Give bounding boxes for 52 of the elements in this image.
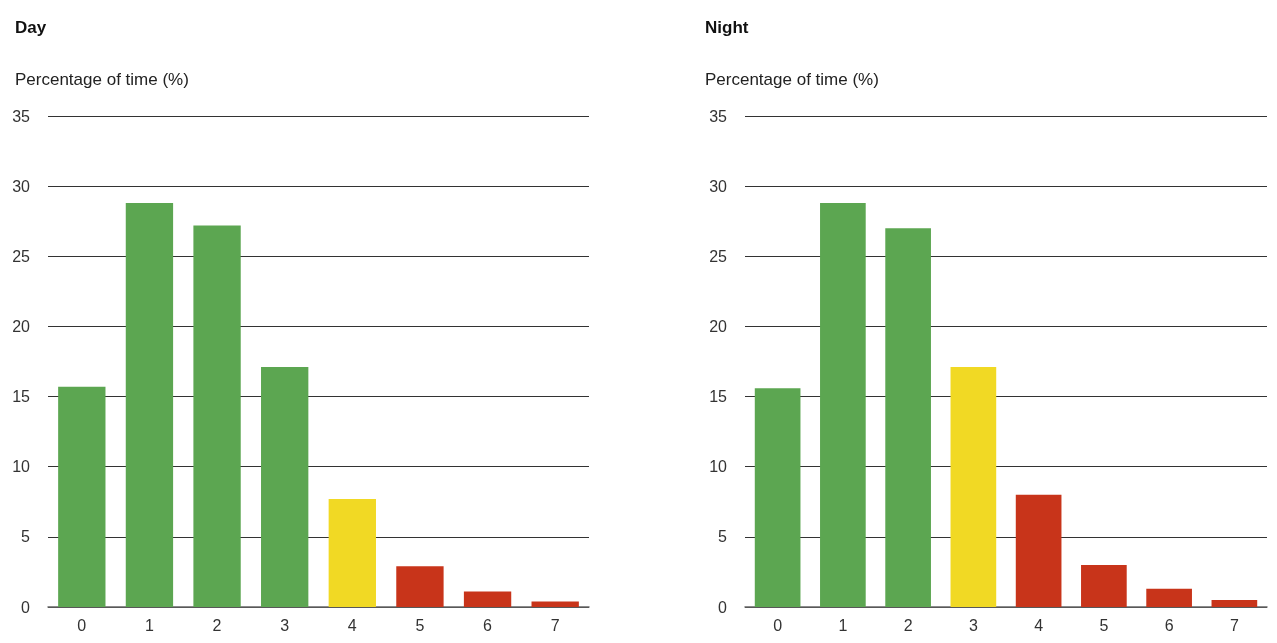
x-tick-label: 4 xyxy=(1034,616,1044,634)
x-tick-label: 3 xyxy=(968,616,978,634)
y-tick-label: 25 xyxy=(12,247,31,265)
y-tick-label: 35 xyxy=(709,107,728,125)
bar xyxy=(58,386,106,607)
bar xyxy=(463,591,512,607)
y-tick-label: 5 xyxy=(21,528,31,546)
x-tick-label: 7 xyxy=(550,616,560,634)
y-axis-title: Percentage of time (%) xyxy=(15,70,189,89)
y-axis-title: Percentage of time (%) xyxy=(705,70,879,89)
bar xyxy=(125,202,174,607)
x-tick-label: 2 xyxy=(212,616,222,634)
bar xyxy=(1015,494,1062,607)
x-tick-label: 2 xyxy=(903,616,913,634)
y-tick-label: 10 xyxy=(12,458,31,476)
x-tick-label: 0 xyxy=(77,616,87,634)
y-tick-label: 30 xyxy=(709,177,728,195)
y-tick-label: 10 xyxy=(709,458,728,476)
bar xyxy=(754,388,801,607)
bar xyxy=(1081,564,1127,607)
chart-title: Day xyxy=(15,18,47,37)
y-tick-label: 5 xyxy=(718,528,728,546)
y-tick-label: 20 xyxy=(709,317,728,335)
bar xyxy=(396,566,444,607)
x-tick-label: 6 xyxy=(483,616,493,634)
y-tick-label: 0 xyxy=(21,598,31,616)
x-tick-label: 1 xyxy=(144,616,154,634)
x-tick-label: 3 xyxy=(280,616,290,634)
x-tick-label: 7 xyxy=(1229,616,1239,634)
x-tick-label: 0 xyxy=(773,616,783,634)
y-tick-label: 15 xyxy=(12,388,31,406)
y-tick-label: 20 xyxy=(12,317,31,335)
x-tick-label: 5 xyxy=(1099,616,1109,634)
y-tick-label: 35 xyxy=(12,107,31,125)
bar xyxy=(820,202,866,607)
y-tick-label: 0 xyxy=(718,598,728,616)
bar xyxy=(1146,588,1192,607)
bar xyxy=(531,601,579,607)
bar xyxy=(328,498,376,607)
y-tick-label: 30 xyxy=(12,177,31,195)
bar xyxy=(261,367,309,607)
bar xyxy=(1211,599,1258,607)
bar xyxy=(885,228,931,607)
x-tick-label: 1 xyxy=(838,616,848,634)
x-tick-label: 5 xyxy=(415,616,425,634)
x-tick-label: 4 xyxy=(347,616,357,634)
bar xyxy=(193,225,241,607)
x-tick-label: 6 xyxy=(1164,616,1174,634)
chart-title: Night xyxy=(705,18,749,37)
y-tick-label: 25 xyxy=(709,247,728,265)
y-tick-label: 15 xyxy=(709,388,728,406)
bar xyxy=(950,367,997,607)
